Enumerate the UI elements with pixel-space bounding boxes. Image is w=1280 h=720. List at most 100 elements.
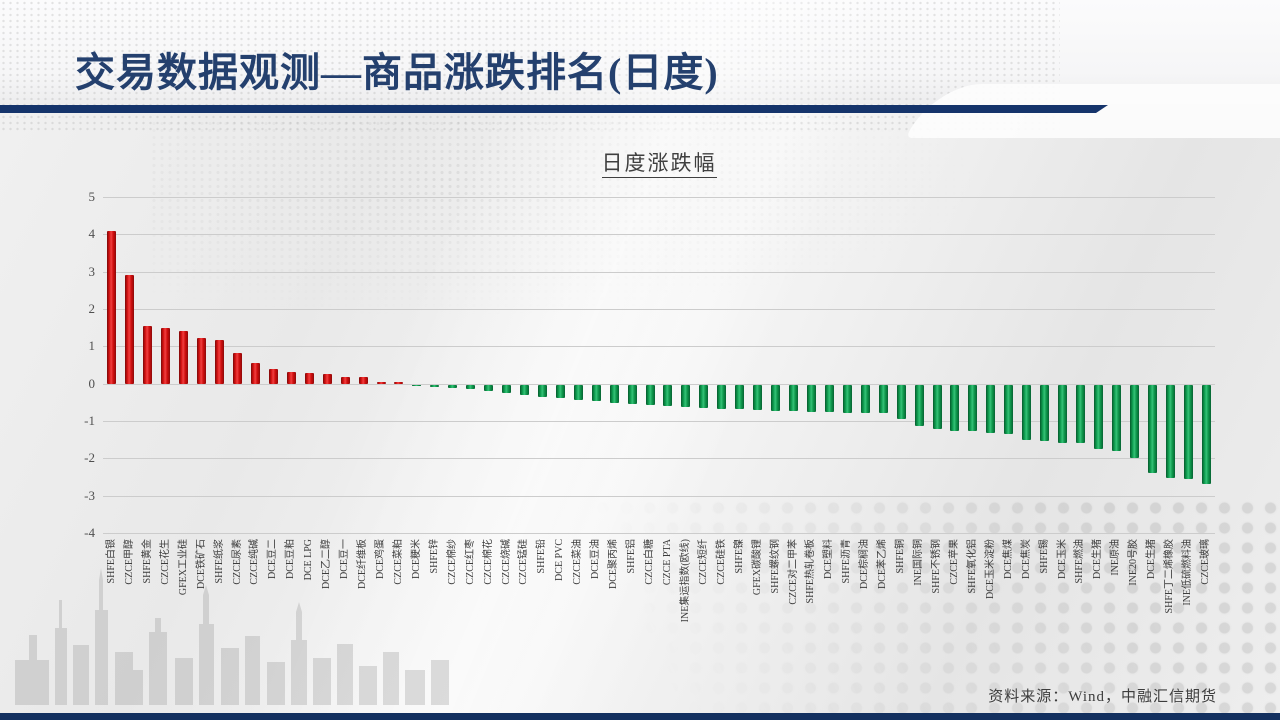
chart-bar — [107, 231, 117, 384]
x-axis-label: SHFE沥青 — [841, 539, 853, 584]
x-axis-label: CZCE菜油 — [572, 539, 584, 585]
x-axis-label: CZCE尿素 — [231, 539, 243, 585]
chart-bar — [537, 384, 547, 397]
x-axis-label: CZCE菜粕 — [392, 539, 404, 585]
chart-bar — [161, 327, 171, 384]
gridline — [103, 533, 1215, 534]
chart-bar — [896, 384, 906, 420]
x-axis-label: DCE焦煤 — [1002, 539, 1014, 579]
chart-bar — [1165, 384, 1175, 478]
x-axis-label: SHFE铝 — [626, 539, 638, 574]
x-axis-label: CZCE PTA — [661, 539, 673, 586]
x-axis-label: DCE乙二醇 — [321, 539, 333, 589]
chart-bar — [340, 376, 350, 384]
x-axis-label: SHFE锌 — [428, 539, 440, 574]
gridline — [103, 309, 1215, 310]
chart-bar — [1183, 384, 1193, 480]
x-axis-label: CZCE红枣 — [464, 539, 476, 585]
chart-bar — [502, 384, 512, 393]
y-axis-tick-label: 5 — [88, 189, 96, 204]
x-axis-label: DCE鸡蛋 — [375, 539, 386, 579]
chart-bar — [627, 384, 637, 404]
x-axis-label: SHFE锡 — [1038, 539, 1050, 574]
x-axis-label: GFEX碳酸锂 — [751, 539, 763, 596]
x-axis-label: DCE纤维板 — [357, 539, 369, 589]
chart-bar — [179, 331, 189, 384]
chart-bar — [376, 381, 386, 384]
chart-bar — [358, 377, 368, 384]
chart-bar — [215, 340, 225, 384]
chart-bar — [771, 384, 781, 411]
chart-bar — [304, 372, 314, 384]
chart-bar — [519, 384, 529, 396]
x-axis-label: CZCE烧碱 — [500, 539, 512, 585]
chart-bar — [950, 384, 960, 431]
page-title: 交易数据观测—商品涨跌排名(日度) — [75, 50, 719, 95]
x-axis-label: CZCE白糖 — [644, 539, 656, 585]
x-axis-label: DCE豆粕 — [285, 539, 297, 579]
chart-bar — [1022, 384, 1032, 440]
x-axis-label: DCE棕榈油 — [859, 539, 871, 589]
chart-bar — [842, 384, 852, 413]
gridline — [103, 271, 1215, 273]
y-axis-tick-label: -1 — [84, 413, 95, 428]
chart-bar — [663, 384, 673, 406]
chart-bar — [914, 384, 924, 427]
x-axis-label: INE原油 — [1110, 539, 1122, 576]
gridline — [103, 346, 1215, 348]
chart-bar — [806, 384, 816, 412]
chart-bar — [268, 368, 278, 384]
x-axis-label: DCE玉米淀粉 — [984, 539, 996, 599]
chart-bar — [286, 371, 296, 384]
y-axis-tick-label: -4 — [84, 525, 95, 540]
x-axis-label: CZCE玻璃 — [1200, 539, 1212, 585]
x-axis-label: DCE豆一 — [339, 539, 351, 579]
x-axis-label: SHFE白银 — [105, 539, 117, 584]
x-axis-label: GFEX工业硅 — [177, 539, 189, 596]
x-axis-label: DCE苯乙烯 — [877, 539, 889, 589]
x-axis-label: SHFE氧化铝 — [966, 539, 978, 594]
chart-bar — [1111, 384, 1121, 452]
chart-bar — [1147, 384, 1157, 473]
chart-bar — [1040, 384, 1050, 442]
x-axis-label: CZCE甲醇 — [123, 539, 135, 585]
x-axis-label: CZCE棉纱 — [446, 539, 458, 585]
chart-bar — [968, 384, 978, 431]
chart-bar — [878, 384, 888, 414]
x-axis-labels: SHFE白银 CZCE甲醇 SHFE黄金 CZCE花生 GFEX工业硅 DCE铁矿石 SHF… — [103, 539, 1215, 704]
x-axis-label: SHFE铅 — [536, 539, 548, 574]
x-axis-label: INE20号胶 — [1128, 539, 1140, 586]
x-axis-label: SHFE纸浆 — [213, 539, 225, 584]
chart-bar — [681, 384, 691, 408]
x-axis-label: DCE生猪 — [1146, 539, 1158, 579]
chart-bar — [555, 384, 565, 399]
x-axis-label: INE低硫燃料油 — [1182, 539, 1194, 606]
y-axis-tick-label: 2 — [88, 301, 96, 316]
gridline — [103, 421, 1215, 422]
chart-bar — [125, 275, 135, 384]
source-note: 资料来源：Wind，中融汇信期货 — [988, 689, 1217, 705]
x-axis-label: SHFE热轧卷板 — [805, 539, 817, 604]
plot-area: 5 4 3 2 1 0 -1 -2 -3 -4 — [84, 189, 1215, 540]
x-axis-label: INE集运指数(欧线) — [679, 539, 691, 623]
chart-bar — [143, 326, 153, 384]
x-axis-label: DCE铁矿石 — [195, 539, 207, 589]
chart-bar — [735, 384, 745, 410]
x-axis-label: DCE塑料 — [823, 539, 835, 579]
x-axis-label: DCE聚丙烯 — [608, 539, 620, 589]
x-axis-label: CZCE短纤 — [697, 539, 709, 585]
x-axis-label: DCE玉米 — [1056, 539, 1068, 579]
gridline — [103, 495, 1215, 497]
title-divider — [0, 105, 1108, 113]
y-axis-tick-label: -3 — [84, 487, 95, 503]
chart-bar — [484, 384, 494, 391]
chart-bar — [1129, 384, 1139, 458]
x-axis-label: CZCE苹果 — [948, 539, 960, 585]
bottom-strip — [0, 713, 1280, 720]
chart-bar — [1004, 384, 1014, 435]
chart-bar — [197, 338, 207, 384]
x-axis-label: SHFE铜 — [895, 539, 907, 574]
chart-bar — [824, 384, 834, 413]
x-axis-label: SHFE螺纹钢 — [769, 539, 781, 594]
